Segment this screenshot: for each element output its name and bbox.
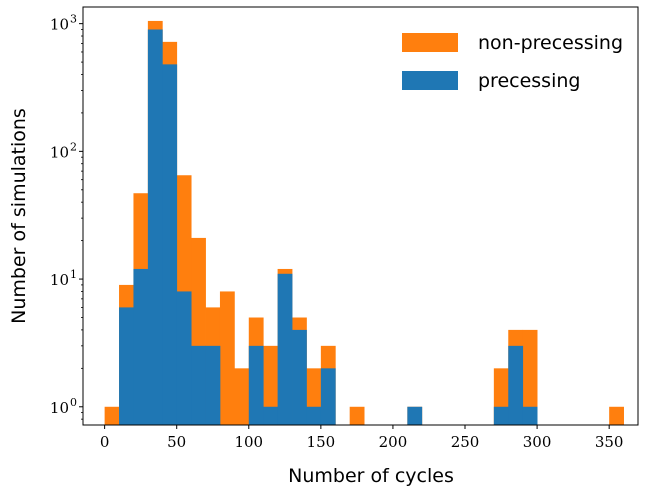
bar-precessing [306, 406, 322, 425]
y-tick-exponent: 1 [70, 268, 77, 281]
bar-precessing [205, 345, 221, 425]
legend-label-precessing: precessing [478, 70, 580, 92]
y-tick-base: 10 [50, 143, 69, 161]
bar-non-precessing [522, 329, 538, 425]
bar-non-precessing [263, 345, 279, 425]
legend-swatch-precessing [402, 71, 458, 90]
bar-non-precessing [234, 368, 250, 425]
x-axis-ticks: 0 50 100 150 200 250 300 350 [100, 425, 624, 451]
legend-swatch-non-precessing [402, 33, 458, 52]
x-tick-label: 100 [234, 433, 263, 451]
y-tick-label: 10 [50, 143, 69, 161]
bar-precessing [277, 273, 293, 425]
bar-precessing [176, 291, 192, 425]
y-axis-label: Number of simulations [8, 108, 30, 324]
y-tick-exponent: 2 [70, 140, 77, 153]
bar-precessing [147, 29, 163, 425]
y-tick-label: 10 [50, 16, 69, 34]
bar-precessing [292, 329, 307, 425]
y-tick-label: 10 [50, 271, 69, 289]
y-tick-base: 10 [50, 399, 69, 417]
x-axis-label: Number of cycles [288, 465, 454, 487]
bar-precessing [508, 345, 524, 425]
x-tick-label: 0 [100, 433, 110, 451]
bar-non-precessing [104, 406, 120, 425]
y-tick-base: 10 [50, 16, 69, 34]
x-tick-label: 150 [307, 433, 336, 451]
bar-precessing [119, 307, 134, 425]
x-tick-label: 200 [379, 433, 408, 451]
y-tick-label: 10 [50, 399, 69, 417]
x-tick-label: 50 [167, 433, 186, 451]
x-tick-label: 250 [451, 433, 480, 451]
bar-precessing [248, 345, 264, 425]
axes-frame [82, 6, 639, 426]
bar-non-precessing [219, 291, 235, 425]
histogram-bars [104, 20, 624, 426]
y-tick-base: 10 [50, 271, 69, 289]
y-tick-exponent: 0 [70, 396, 77, 409]
bar-precessing [133, 268, 149, 425]
bar-non-precessing [609, 406, 624, 425]
bar-precessing [407, 406, 423, 425]
bar-precessing [263, 406, 279, 425]
bar-precessing [162, 64, 178, 425]
y-tick-exponent: 3 [70, 13, 77, 26]
bar-precessing [320, 368, 336, 425]
bar-precessing [522, 406, 538, 425]
bar-non-precessing [349, 406, 365, 425]
bar-precessing [493, 406, 509, 425]
legend: non-precessing precessing [402, 32, 623, 92]
plot-frame [82, 6, 639, 426]
x-tick-label: 300 [523, 433, 552, 451]
x-tick-label: 350 [595, 433, 624, 451]
legend-label-non-precessing: non-precessing [478, 32, 623, 54]
bar-precessing [191, 345, 206, 425]
